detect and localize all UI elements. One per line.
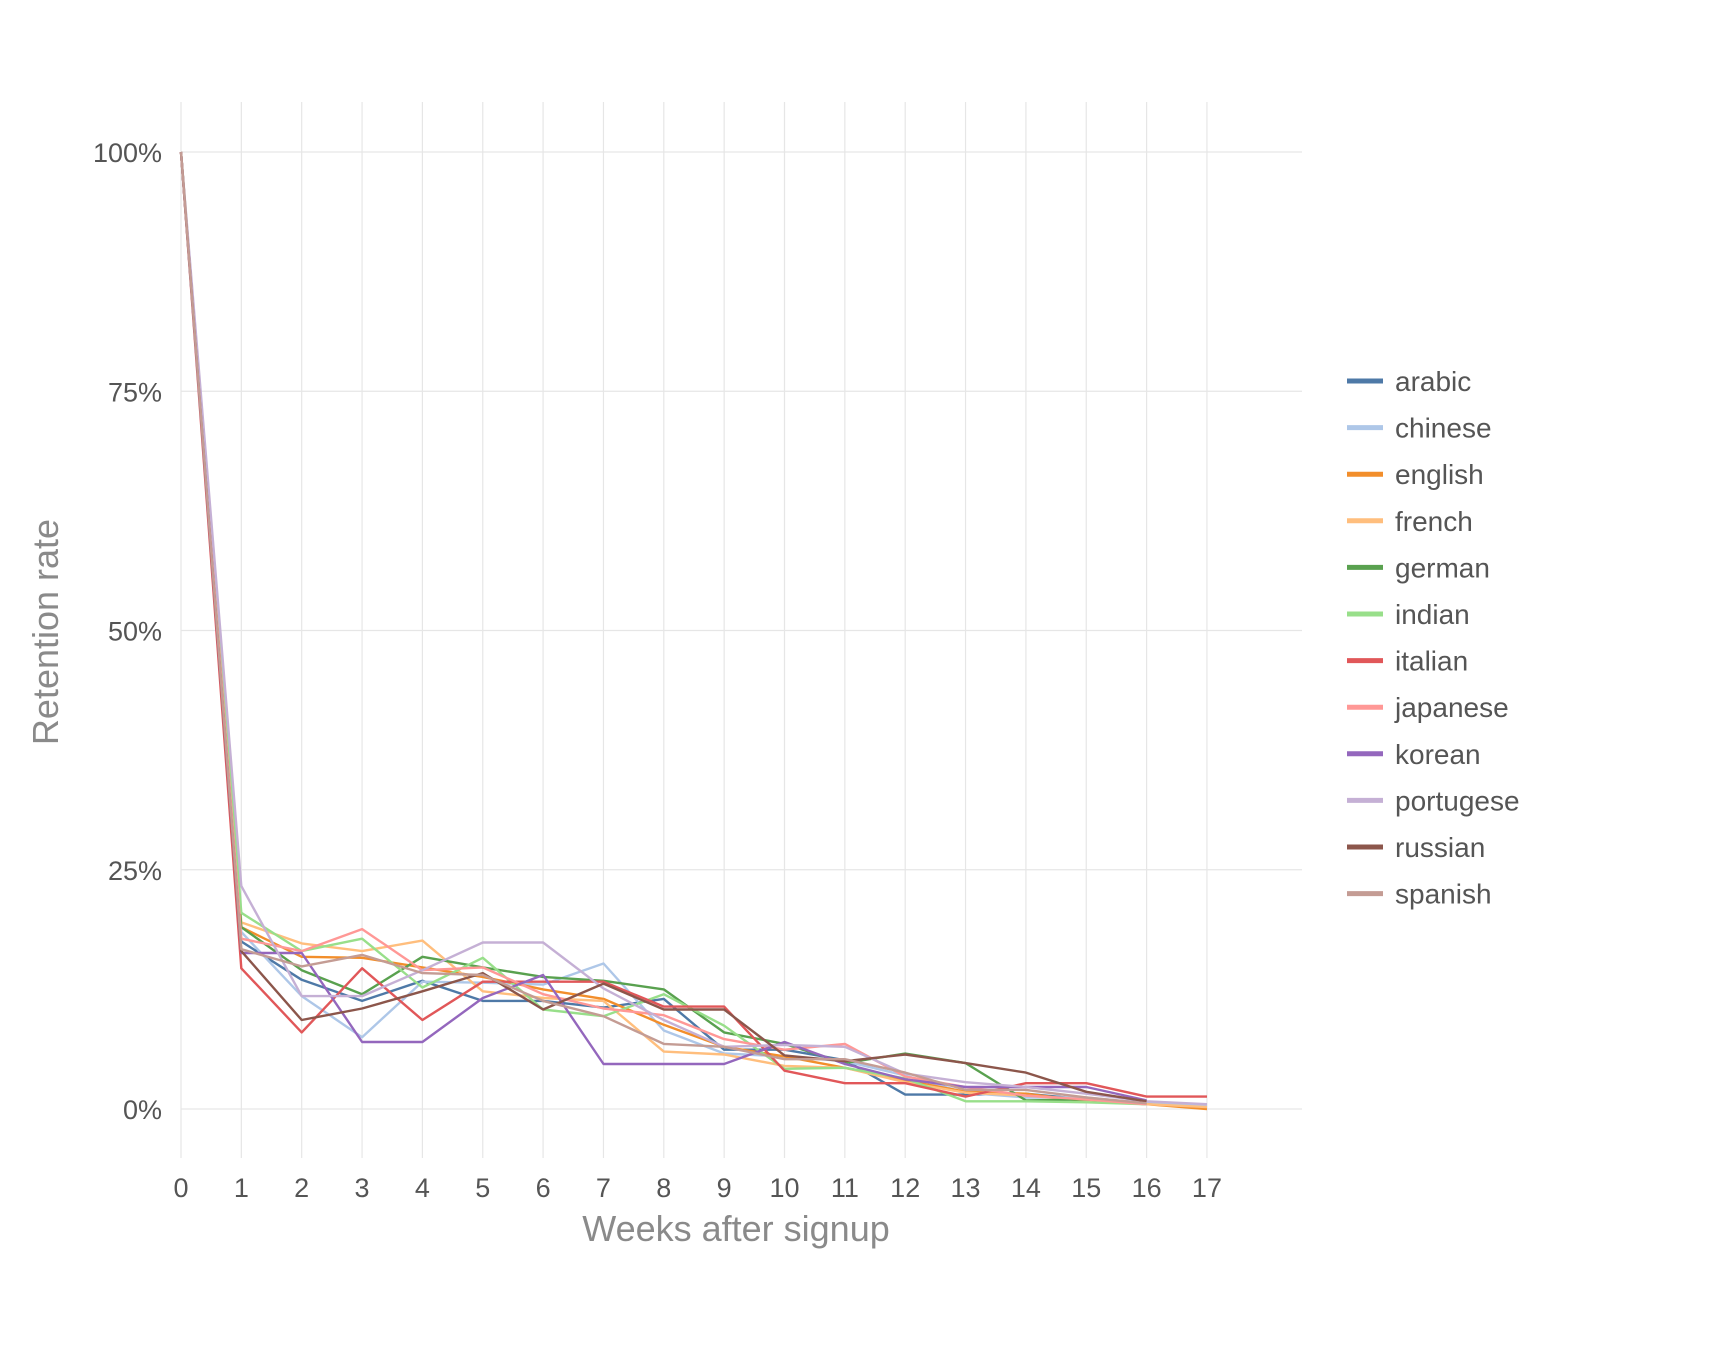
- legend-label-english: english: [1395, 459, 1484, 490]
- x-tick-label: 14: [1011, 1173, 1041, 1203]
- x-tick-label: 0: [173, 1173, 188, 1203]
- x-tick-label: 16: [1132, 1173, 1162, 1203]
- x-tick-label: 1: [234, 1173, 249, 1203]
- legend: arabic chinese english french german indian it…: [1347, 366, 1520, 910]
- x-tick-label: 5: [475, 1173, 490, 1203]
- y-tick-label: 0%: [123, 1095, 162, 1125]
- legend-label-french: french: [1395, 506, 1473, 537]
- legend-label-arabic: arabic: [1395, 366, 1471, 397]
- x-tick-label: 13: [951, 1173, 981, 1203]
- legend-label-german: german: [1395, 552, 1490, 583]
- x-tick-label: 9: [717, 1173, 732, 1203]
- series-line-russian: [179, 151, 1147, 1103]
- y-tick-label: 50%: [108, 617, 162, 647]
- y-tick-label: 100%: [93, 138, 162, 168]
- x-tick-label: 10: [769, 1173, 799, 1203]
- grid: [180, 102, 1302, 1158]
- x-tick-label: 7: [596, 1173, 611, 1203]
- legend-label-indian: indian: [1395, 599, 1470, 630]
- x-tick-label: 6: [536, 1173, 551, 1203]
- legend-label-chinese: chinese: [1395, 413, 1492, 444]
- series-line-french: [179, 151, 1208, 1109]
- legend-label-korean: korean: [1395, 739, 1481, 770]
- legend-label-spanish: spanish: [1395, 879, 1492, 910]
- x-tick-label: 3: [355, 1173, 370, 1203]
- y-axis-title: Retention rate: [25, 519, 66, 745]
- x-tick-label: 11: [831, 1173, 859, 1203]
- x-tick-label: 8: [656, 1173, 671, 1203]
- y-tick-label: 75%: [108, 377, 162, 407]
- x-axis-title: Weeks after signup: [582, 1208, 890, 1249]
- legend-label-russian: russian: [1395, 832, 1485, 863]
- series-lines: [179, 151, 1208, 1111]
- x-tick-label: 4: [415, 1173, 430, 1203]
- legend-label-portugese: portugese: [1395, 785, 1520, 816]
- x-tick-label: 12: [890, 1173, 920, 1203]
- series-line-portugese: [179, 151, 1208, 1106]
- x-tick-label: 17: [1192, 1173, 1222, 1203]
- x-axis-ticks: 0 1 2 3 4 5 6 7 8 9 10 11 12 13 14 15 16 17: [173, 1173, 1221, 1203]
- x-tick-label: 2: [294, 1173, 309, 1203]
- series-line-spanish: [179, 151, 1147, 1105]
- x-tick-label: 15: [1071, 1173, 1101, 1203]
- legend-label-japanese: japanese: [1394, 692, 1509, 723]
- series-line-indian: [179, 151, 1147, 1106]
- series-line-german: [179, 151, 1147, 1106]
- y-axis-ticks: 0% 25% 50% 75% 100%: [93, 138, 162, 1125]
- series-line-italian: [179, 151, 1207, 1098]
- series-line-chinese: [179, 151, 1208, 1107]
- y-tick-label: 25%: [108, 856, 162, 886]
- legend-label-italian: italian: [1395, 646, 1468, 677]
